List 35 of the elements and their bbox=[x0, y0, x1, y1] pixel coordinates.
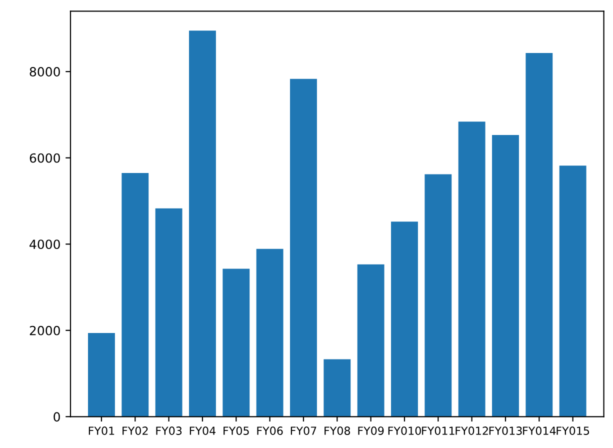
x-tick-label: FY015 bbox=[556, 426, 590, 435]
x-tick-label: FY011 bbox=[422, 426, 454, 435]
x-tick-label: FY05 bbox=[224, 426, 249, 435]
bar bbox=[256, 248, 284, 417]
bar bbox=[559, 166, 586, 417]
bar bbox=[357, 264, 384, 417]
bar bbox=[290, 78, 317, 417]
y-tick-label: 2000 bbox=[30, 326, 60, 336]
bar bbox=[458, 122, 486, 417]
x-tick-label: FY014 bbox=[523, 426, 556, 435]
x-tick-label: FY013 bbox=[489, 426, 522, 435]
bar bbox=[526, 53, 553, 417]
y-tick-label: 6000 bbox=[30, 153, 60, 163]
bar bbox=[424, 174, 452, 417]
bar bbox=[189, 30, 216, 417]
x-tick-label: FY01 bbox=[88, 426, 114, 435]
bar bbox=[492, 134, 519, 417]
bar bbox=[222, 268, 250, 417]
x-tick-label: FY07 bbox=[290, 426, 316, 435]
bar bbox=[155, 208, 182, 417]
bar bbox=[88, 332, 115, 417]
x-tick-label: FY04 bbox=[190, 426, 216, 435]
y-tick-label: 8000 bbox=[30, 67, 60, 77]
x-tick-label: FY012 bbox=[456, 426, 488, 435]
x-tick-label: FY08 bbox=[324, 426, 350, 435]
x-tick-label: FY03 bbox=[156, 426, 182, 435]
y-tick-label: 0 bbox=[54, 412, 60, 422]
x-tick-label: FY06 bbox=[257, 426, 283, 435]
x-tick-label: FY09 bbox=[358, 426, 384, 435]
x-tick-label: FY02 bbox=[122, 426, 148, 435]
y-tick-label: 4000 bbox=[30, 240, 60, 250]
bar bbox=[324, 359, 351, 417]
bar bbox=[391, 222, 418, 417]
bar bbox=[122, 172, 149, 417]
x-tick-label: FY010 bbox=[388, 426, 421, 435]
